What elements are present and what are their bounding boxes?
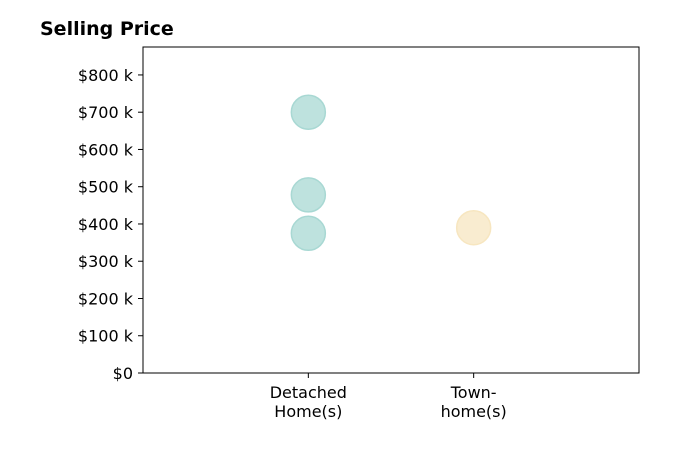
y-tick-label: $500 k [78, 178, 134, 197]
y-tick-label: $0 [113, 364, 133, 383]
data-point [290, 177, 327, 213]
chart-title: Selling Price [40, 18, 174, 40]
data-points [290, 94, 492, 252]
y-tick-label: $600 k [78, 140, 134, 159]
x-tick-label-line: Detached [270, 383, 347, 402]
y-axis: $0 $100 k $200 k $300 k $400 k $500 k $600 k $7… [78, 66, 143, 383]
x-tick-label-line: Home(s) [274, 402, 342, 421]
x-axis: Detached Home(s) Town-home(s) [270, 373, 507, 421]
data-point [455, 209, 492, 246]
x-tick-label: Town-home(s) [441, 383, 507, 421]
plot-area-frame [142, 46, 640, 374]
x-tick-label-line: home(s) [441, 402, 507, 421]
y-tick-label: $700 k [78, 103, 134, 122]
data-point [290, 94, 327, 130]
data-point [290, 215, 327, 252]
y-tick-label: $200 k [78, 289, 134, 308]
y-tick-label: $100 k [78, 327, 134, 346]
x-tick-label: Detached Home(s) [270, 383, 347, 421]
y-tick-label: $400 k [78, 215, 134, 234]
x-tick-label-line: Town- [450, 383, 497, 402]
y-tick-label: $800 k [78, 66, 134, 85]
y-tick-label: $300 k [78, 252, 134, 271]
